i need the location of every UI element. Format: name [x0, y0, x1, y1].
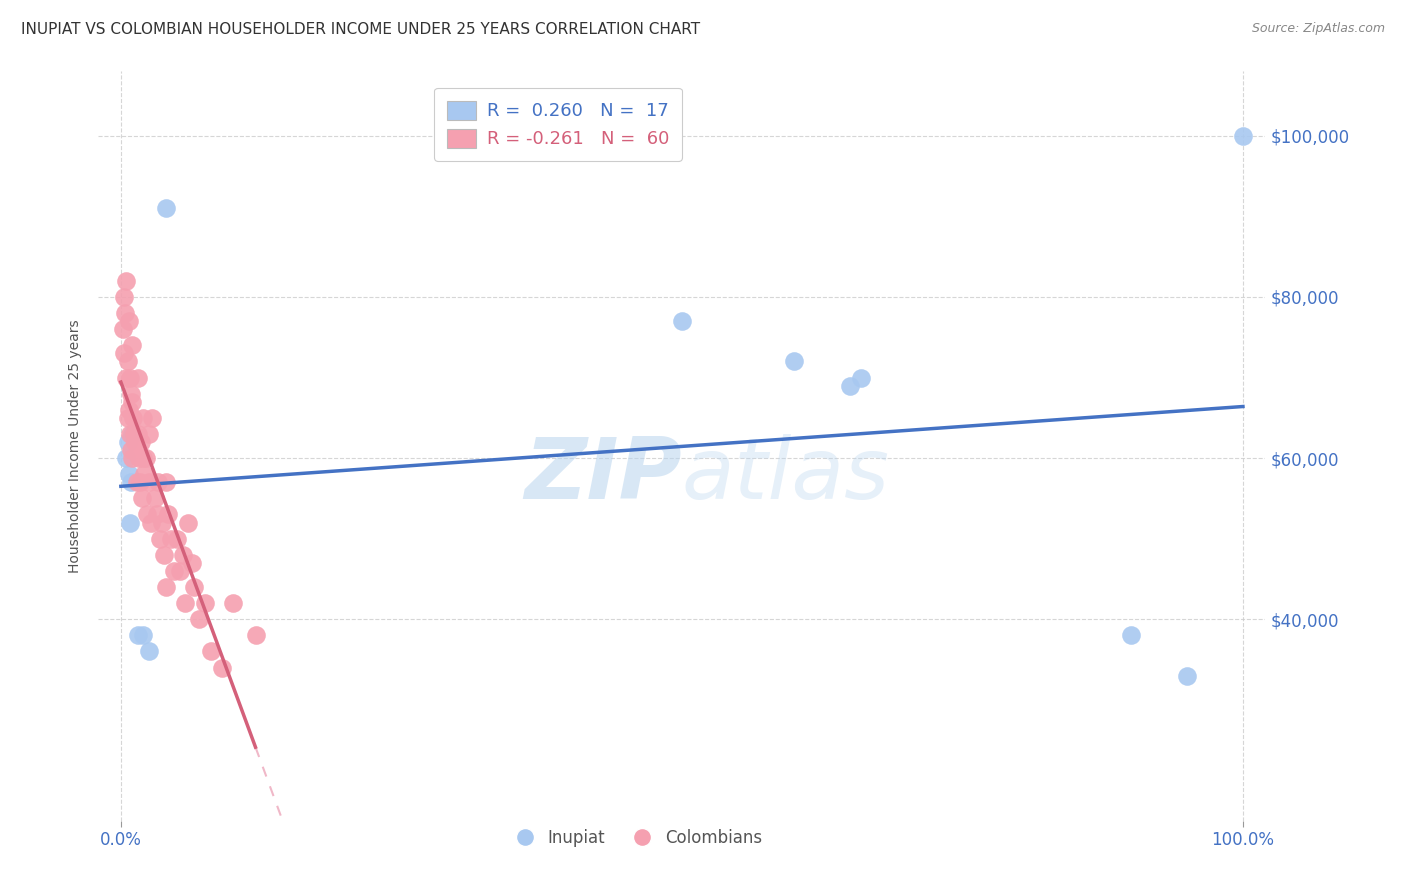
Point [152, 548, 174, 562]
Point [149, 532, 172, 546]
Point [183, 580, 205, 594]
Point [135, 451, 157, 466]
Text: ZIP: ZIP [524, 434, 682, 517]
Point [118, 370, 141, 384]
Point [783, 354, 806, 368]
Point [118, 402, 141, 417]
Point [134, 467, 156, 482]
Legend: Inupiat, Colombians: Inupiat, Colombians [501, 822, 769, 854]
Point [173, 596, 195, 610]
Y-axis label: Householder Income Under 25 years: Householder Income Under 25 years [69, 319, 83, 573]
Point [141, 516, 163, 530]
Point [180, 556, 202, 570]
Point [200, 644, 222, 658]
Point [155, 475, 177, 490]
Point [112, 322, 135, 336]
Point [127, 426, 149, 441]
Text: Source: ZipAtlas.com: Source: ZipAtlas.com [1251, 22, 1385, 36]
Point [129, 434, 152, 449]
Point [155, 202, 177, 216]
Point [132, 410, 155, 425]
Point [138, 644, 160, 658]
Point [671, 314, 693, 328]
Point [851, 370, 873, 384]
Point [143, 491, 166, 506]
Point [155, 580, 177, 594]
Point [127, 628, 149, 642]
Point [120, 475, 142, 490]
Point [121, 451, 143, 466]
Point [118, 426, 141, 441]
Point [245, 628, 267, 642]
Point [117, 410, 139, 425]
Point [124, 434, 146, 449]
Point [146, 475, 169, 490]
Point [118, 467, 141, 482]
Text: atlas: atlas [682, 434, 890, 517]
Point [117, 354, 139, 368]
Point [169, 564, 191, 578]
Point [122, 410, 145, 425]
Point [839, 378, 862, 392]
Point [114, 306, 136, 320]
Point [138, 426, 160, 441]
Point [124, 426, 146, 441]
Point [112, 346, 135, 360]
Point [194, 596, 217, 610]
Point [132, 628, 155, 642]
Point [177, 516, 200, 530]
Point [1232, 128, 1254, 143]
Point [162, 564, 184, 578]
Point [128, 451, 150, 466]
Text: INUPIAT VS COLOMBIAN HOUSEHOLDER INCOME UNDER 25 YEARS CORRELATION CHART: INUPIAT VS COLOMBIAN HOUSEHOLDER INCOME … [21, 22, 700, 37]
Point [118, 314, 141, 328]
Point [127, 370, 149, 384]
Point [1175, 668, 1198, 682]
Point [131, 491, 153, 506]
Point [146, 508, 169, 522]
Point [135, 508, 157, 522]
Point [121, 426, 143, 441]
Point [172, 548, 194, 562]
Point [115, 274, 138, 288]
Point [138, 475, 160, 490]
Point [120, 386, 142, 401]
Point [1119, 628, 1142, 642]
Point [118, 516, 141, 530]
Point [132, 451, 155, 466]
Point [121, 338, 143, 352]
Point [211, 660, 233, 674]
Point [112, 290, 135, 304]
Point [121, 394, 143, 409]
Point [156, 508, 179, 522]
Point [115, 370, 138, 384]
Point [150, 516, 173, 530]
Point [125, 475, 148, 490]
Point [166, 532, 188, 546]
Point [115, 451, 138, 466]
Point [117, 434, 139, 449]
Point [120, 443, 142, 458]
Point [188, 612, 211, 626]
Point [129, 475, 152, 490]
Point [141, 410, 163, 425]
Point [222, 596, 245, 610]
Point [160, 532, 183, 546]
